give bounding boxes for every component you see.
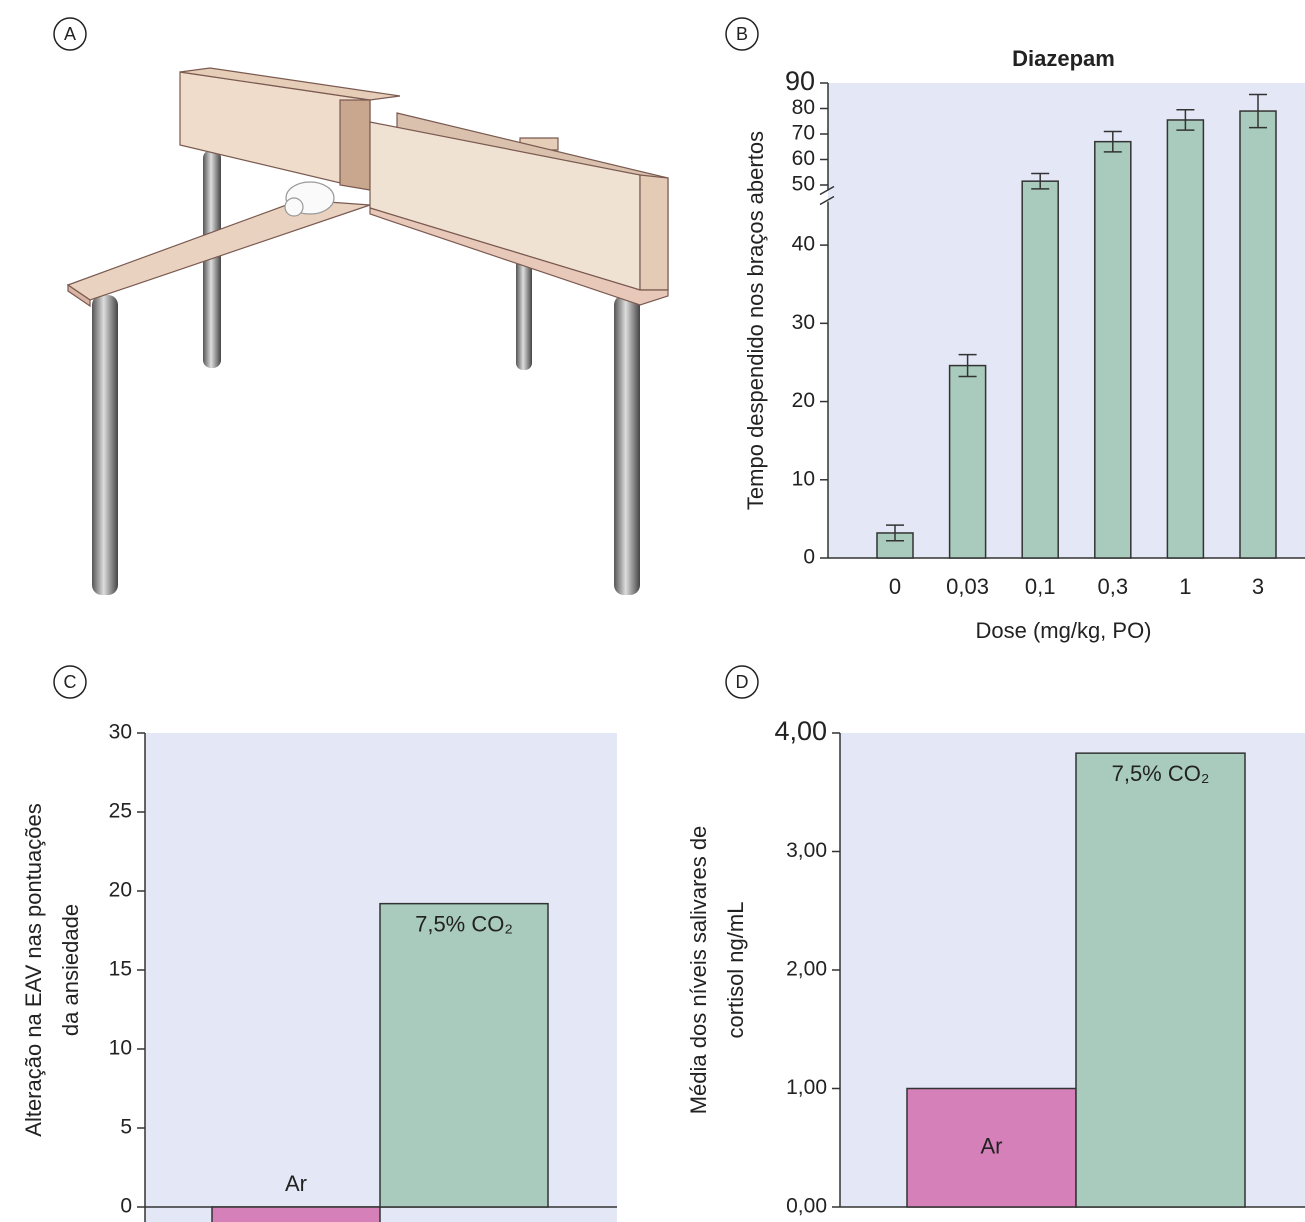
bar-label: 7,5% CO₂: [1112, 761, 1210, 786]
panel-label: B: [736, 24, 748, 44]
y-tick-label: 0: [120, 1195, 132, 1218]
y-tick-label: 25: [109, 800, 132, 823]
maze-illustration: [66, 67, 669, 595]
bar: [1239, 110, 1277, 559]
error-bar: [1176, 109, 1195, 131]
y-tick-label: 30: [109, 721, 132, 744]
bar: [211, 1206, 381, 1222]
x-tick-label: 0: [889, 574, 901, 599]
bar: [1166, 119, 1205, 559]
axis-break: [819, 195, 835, 206]
y-tick-label: 20: [109, 879, 132, 902]
y-tick-label: 30: [792, 311, 815, 334]
y-tick-label: 40: [792, 233, 815, 256]
chart-title: Diazepam: [1012, 46, 1115, 71]
bar: [906, 1087, 1077, 1208]
y-tick-label: 10: [109, 1037, 132, 1060]
y-tick-label: 10: [792, 467, 815, 490]
panel-label-circle: [725, 17, 759, 51]
error-bar: [1103, 130, 1122, 153]
panel-label-circle: [53, 17, 87, 51]
panel-label-group: A B C D: [53, 17, 759, 699]
bar: [379, 902, 549, 1208]
panel-label: C: [64, 672, 77, 692]
bar: [1075, 752, 1246, 1208]
y-tick-label: 15: [109, 958, 132, 981]
error-bar: [958, 353, 977, 378]
y-tick-label: 50: [792, 173, 815, 196]
bar: [948, 364, 987, 559]
y-tick-label: 90: [785, 66, 815, 96]
bar-label: 7,5% CO₂: [415, 911, 513, 936]
y-tick-label: 4,00: [774, 716, 827, 746]
bar: [1021, 180, 1059, 559]
x-tick-label: 0,3: [1098, 574, 1129, 599]
panel-label-circle: [725, 665, 759, 699]
x-axis-label: Dose (mg/kg, PO): [975, 618, 1151, 643]
y-axis-label: Alteração na EAV nas pontuações: [21, 803, 46, 1136]
y-tick-label: 2,00: [786, 958, 827, 981]
y-axis-label: Tempo despendido nos braços abertos: [743, 131, 768, 510]
panel-label-circle: [53, 665, 87, 699]
y-tick-label: 0,00: [786, 1195, 827, 1218]
y-tick-label: 0: [803, 546, 815, 569]
x-tick-label: 0,1: [1025, 574, 1056, 599]
x-tick-label: 0,03: [946, 574, 989, 599]
plot-background: [828, 83, 1305, 558]
axis-break: [819, 185, 835, 196]
y-tick-label: 1,00: [786, 1076, 827, 1099]
error-bar: [1249, 93, 1267, 129]
y-tick-label: 3,00: [786, 839, 827, 862]
x-tick-label: 3: [1252, 574, 1264, 599]
y-tick-label: 70: [792, 122, 815, 145]
y-tick-label: 80: [792, 96, 815, 119]
bar-label: Ar: [285, 1171, 307, 1196]
y-axis-label: cortisol ng/mL: [723, 902, 748, 1039]
y-tick-label: 20: [792, 389, 815, 412]
bar-label: Ar: [981, 1134, 1003, 1159]
panel-label: A: [64, 24, 76, 44]
panel-label: D: [736, 672, 749, 692]
x-tick-label: 1: [1179, 574, 1191, 599]
error-bar: [1031, 172, 1050, 190]
y-tick-label: 5: [120, 1116, 132, 1139]
error-bar: [886, 524, 904, 542]
y-axis-label: Média dos níveis salivares de: [686, 826, 711, 1115]
bar: [1094, 140, 1132, 559]
y-tick-label: 60: [792, 147, 815, 170]
y-axis-label: da ansiedade: [58, 904, 83, 1036]
